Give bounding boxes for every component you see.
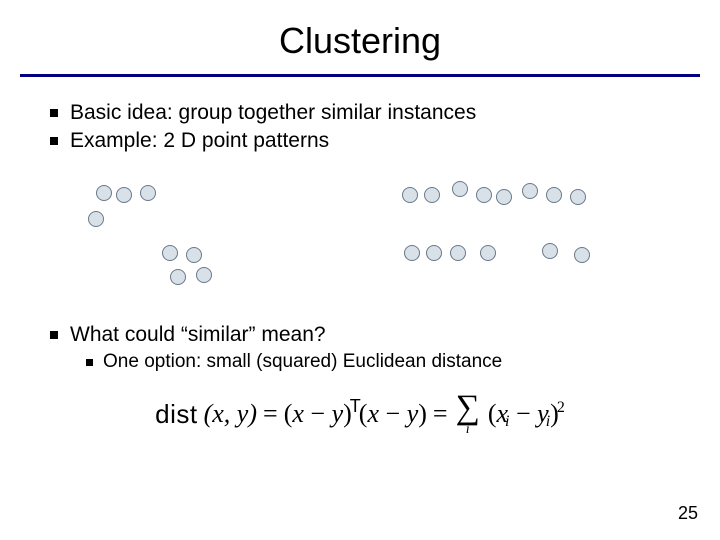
scatter-dot [424,187,440,203]
sub-i: i [546,413,550,430]
scatter-dot [426,245,442,261]
var-y: y [332,399,344,428]
dist-label: dist [155,399,197,430]
superscript-2: 2 [557,399,565,416]
eq-sign: = [263,399,278,429]
paren-close: ) [418,399,427,428]
sigma-subscript: i [466,423,470,437]
scatter-dot [116,187,132,203]
scatter-dot [496,189,512,205]
scatter-dot [522,183,538,199]
scatter-dot [140,185,156,201]
scatter-dot [402,187,418,203]
scatter-dot [96,185,112,201]
page-number: 25 [678,503,698,524]
sub-i: i [505,413,509,430]
scatter-diagram [0,171,720,301]
scatter-dot [170,269,186,285]
scatter-dot [546,187,562,203]
distance-formula: dist(x, y) = (x − y)T(x − y) = ∑ i (xi −… [0,391,720,437]
bullet-item: Example: 2 D point patterns [50,129,680,153]
minus: − [379,399,407,428]
scatter-dot [480,245,496,261]
sigma-symbol: ∑ [456,391,480,425]
bullet-square-icon [50,331,58,339]
scatter-dot [196,267,212,283]
bullet-text: One option: small (squared) Euclidean di… [103,351,502,373]
formula-args: (x, y) [204,399,257,429]
scatter-dot [452,181,468,197]
scatter-dot [574,247,590,263]
minus: − [510,399,538,428]
formula-text: dist(x, y) = (x − y)T(x − y) = ∑ i (xi −… [155,391,565,437]
scatter-dot [88,211,104,227]
scatter-dot [162,245,178,261]
sigma-icon: ∑ i [456,391,480,437]
superscript-t: T [350,396,361,416]
eq-sign: = [433,399,448,429]
minus: − [304,399,332,428]
paren-open: ( [488,399,497,428]
scatter-dot [186,247,202,263]
bullet-square-icon [86,359,93,366]
var-x: x [292,399,304,428]
scatter-dot [570,189,586,205]
bullet-square-icon [50,137,58,145]
scatter-dot [404,245,420,261]
title-divider [20,74,700,77]
bullet-item: What could “similar” mean? [50,323,680,347]
bullet-text: What could “similar” mean? [70,323,326,347]
bullet-square-icon [50,109,58,117]
var-x: x [367,399,379,428]
bullet-group-2: What could “similar” mean? One option: s… [0,323,720,373]
bullet-group-1: Basic idea: group together similar insta… [0,101,720,153]
slide-title: Clustering [0,0,720,74]
bullet-subitem: One option: small (squared) Euclidean di… [86,351,680,373]
bullet-text: Example: 2 D point patterns [70,129,329,153]
scatter-dot [542,243,558,259]
scatter-dot [450,245,466,261]
bullet-item: Basic idea: group together similar insta… [50,101,680,125]
bullet-text: Basic idea: group together similar insta… [70,101,476,125]
scatter-dot [476,187,492,203]
var-y: y [407,399,419,428]
